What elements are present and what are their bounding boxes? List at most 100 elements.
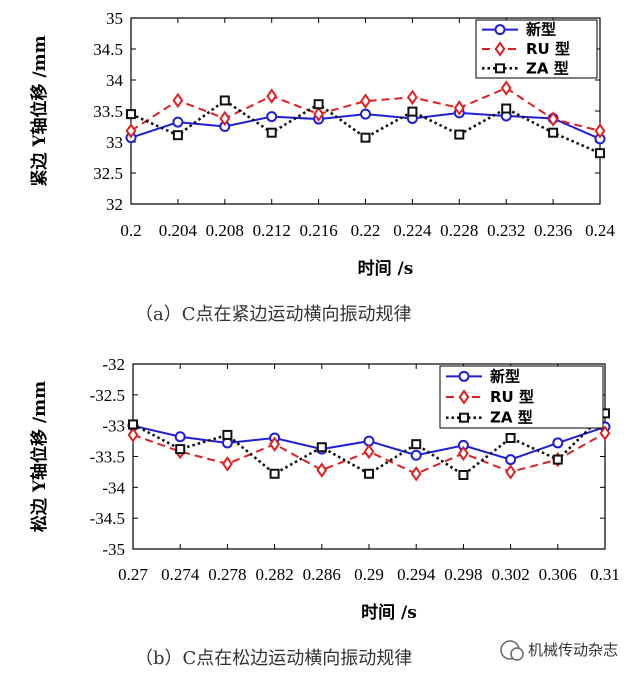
x-tick-label: 0.31 [590,565,620,584]
series-3-point [172,130,183,141]
y-tick-label: -32.5 [90,386,125,405]
x-tick-label: 0.22 [351,221,381,240]
legend-marker-1 [458,370,470,382]
caption-a: （a）C点在紧边运动横向振动规律 [135,304,412,325]
series-2-point [172,92,184,109]
series-2-point [125,123,137,139]
series-line-3 [130,98,601,155]
x-tick-label: 0.212 [253,221,291,240]
series-3-point [454,129,465,140]
legend-label-2: RU 型 [490,388,534,406]
series-2-point [505,464,517,480]
x-tick-label: 0.286 [303,565,341,584]
series-3-point [313,99,324,110]
legend-marker-2 [458,389,470,405]
x-tick-label: 0.24 [585,221,615,240]
y-tick-label: -34.5 [90,509,125,528]
series-2-point [313,106,325,122]
series-2-point [594,123,606,139]
series-1-point [172,116,184,128]
series-2-point [599,425,611,441]
chart-a: 0.2 0.204 0.208 0.212 0.216 0.22 0.224 0.228 0.2… [29,9,615,279]
legend-marker-2 [494,41,506,57]
y-axis-label: 紧边 Y轴位移 /mm [29,35,50,186]
series-1-point [505,454,517,466]
series-2-point [316,462,328,478]
x-axis-label: 时间 /s [361,602,417,623]
watermark-text: 机械传动杂志 [528,641,618,659]
series-3-point [364,468,374,479]
series-2-point [457,445,469,462]
series-3-point [505,433,516,443]
y-tick-label: -32 [102,355,125,374]
x-tick-label: 0.228 [440,221,478,240]
series-3-point [548,127,559,138]
legend-label-1: 新型 [526,21,556,39]
series-2-point [360,93,371,109]
series-3-point [360,132,371,143]
series-3-point [126,109,136,120]
legend-label-3: ZA 型 [526,59,569,77]
chart-b: 0.27 0.274 0.278 0.282 0.286 0.29 0.294 0.298 0.… [29,355,620,623]
series-2-point [269,436,281,452]
x-tick-label: 0.29 [354,565,384,584]
series-2-point [453,100,465,116]
series-2-point [219,110,231,127]
series-2-point [363,443,375,460]
y-tick-label: -33 [102,417,125,436]
series-3-point [552,454,563,465]
series-1-point [410,449,422,461]
x-tick-label: 0.294 [397,565,436,584]
series-3-point [175,444,186,455]
series-3-point [266,127,277,138]
series-1-point [552,437,564,449]
x-tick-label: 0.216 [299,221,337,240]
x-tick-label: 0.306 [539,565,577,584]
y-tick-label: -35 [102,540,125,559]
y-tick-label: -34 [102,478,125,497]
series-3-point [269,468,280,479]
series-2-point [547,111,559,127]
x-tick-label: 0.278 [208,565,246,584]
y-tick-label: 33 [106,133,123,152]
series-2-point [406,89,418,106]
y-tick-label: 34.5 [93,40,123,59]
legend-label-3: ZA 型 [490,409,533,427]
series-2-point [500,80,512,96]
legend-label-2: RU 型 [526,40,570,58]
y-tick-label: -33.5 [90,448,125,467]
x-tick-label: 0.208 [206,221,244,240]
legend-marker-3 [459,412,469,423]
series-2-point [221,456,233,472]
x-tick-label: 0.298 [444,565,482,584]
x-tick-label: 0.232 [487,221,525,240]
y-tick-label: 33.5 [93,102,123,121]
legend-marker-1 [494,24,506,36]
legend-label-1: 新型 [490,367,520,385]
x-tick-label: 0.302 [491,565,529,584]
y-tick-label: 34 [106,71,124,90]
series-3-point [595,148,605,159]
series-2-point [266,88,278,104]
x-tick-label: 0.224 [393,221,432,240]
series-3-point [411,439,422,450]
caption-b: （b）C点在松边运动横向振动规律 [135,648,412,669]
x-tick-label: 0.2 [120,221,141,240]
y-axis-label: 松边 Y轴位移 /mm [29,381,50,532]
y-tick-label: 35 [106,9,123,28]
x-tick-label: 0.204 [159,221,198,240]
series-3-point [501,103,512,114]
series-line-2 [130,86,601,132]
y-tick-label: 32.5 [93,164,123,183]
x-tick-label: 0.236 [534,221,572,240]
legend-marker-3 [495,63,505,74]
series-3-point [222,429,233,440]
series-3-point [128,419,138,430]
series-1-point [360,108,371,120]
series-2-point [410,466,422,482]
series-3-point [407,106,418,117]
series-3-point [219,95,230,106]
wechat-icon-inner [510,647,524,661]
x-tick-label: 0.282 [255,565,293,584]
